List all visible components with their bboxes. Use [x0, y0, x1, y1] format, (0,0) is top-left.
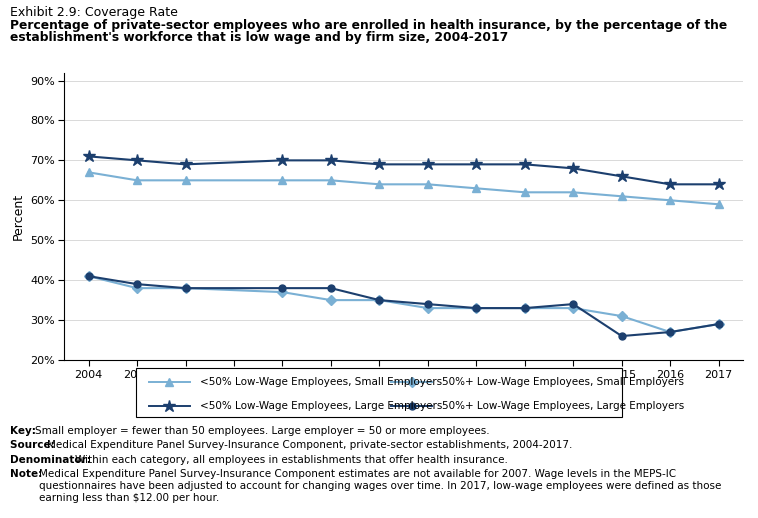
Text: Within each category, all employees in establishments that offer health insuranc: Within each category, all employees in e…	[75, 455, 508, 465]
Text: Source:: Source:	[10, 440, 58, 450]
Text: establishment's workforce that is low wage and by firm size, 2004-2017: establishment's workforce that is low wa…	[10, 31, 508, 44]
Text: 50%+ Low-Wage Employees, Large Employers: 50%+ Low-Wage Employees, Large Employers	[442, 401, 684, 411]
Text: Medical Expenditure Panel Survey-Insurance Component estimates are not available: Medical Expenditure Panel Survey-Insuran…	[39, 469, 722, 502]
Text: Medical Expenditure Panel Survey-Insurance Component, private-sector establishme: Medical Expenditure Panel Survey-Insuran…	[47, 440, 572, 450]
Text: Key:: Key:	[10, 426, 39, 436]
Text: Small employer = fewer than 50 employees. Large employer = 50 or more employees.: Small employer = fewer than 50 employees…	[35, 426, 490, 436]
Text: <50% Low-Wage Employees, Small Employers: <50% Low-Wage Employees, Small Employers	[199, 377, 442, 386]
Text: Exhibit 2.9: Coverage Rate: Exhibit 2.9: Coverage Rate	[10, 6, 177, 19]
Text: 50%+ Low-Wage Employees, Small Employers: 50%+ Low-Wage Employees, Small Employers	[442, 377, 684, 386]
Text: Percentage of private-sector employees who are enrolled in health insurance, by : Percentage of private-sector employees w…	[10, 19, 727, 32]
Y-axis label: Percent: Percent	[11, 193, 24, 240]
Text: Denominator:: Denominator:	[10, 455, 94, 465]
Text: Note:: Note:	[10, 469, 45, 479]
Text: <50% Low-Wage Employees, Large Employers: <50% Low-Wage Employees, Large Employers	[199, 401, 442, 411]
